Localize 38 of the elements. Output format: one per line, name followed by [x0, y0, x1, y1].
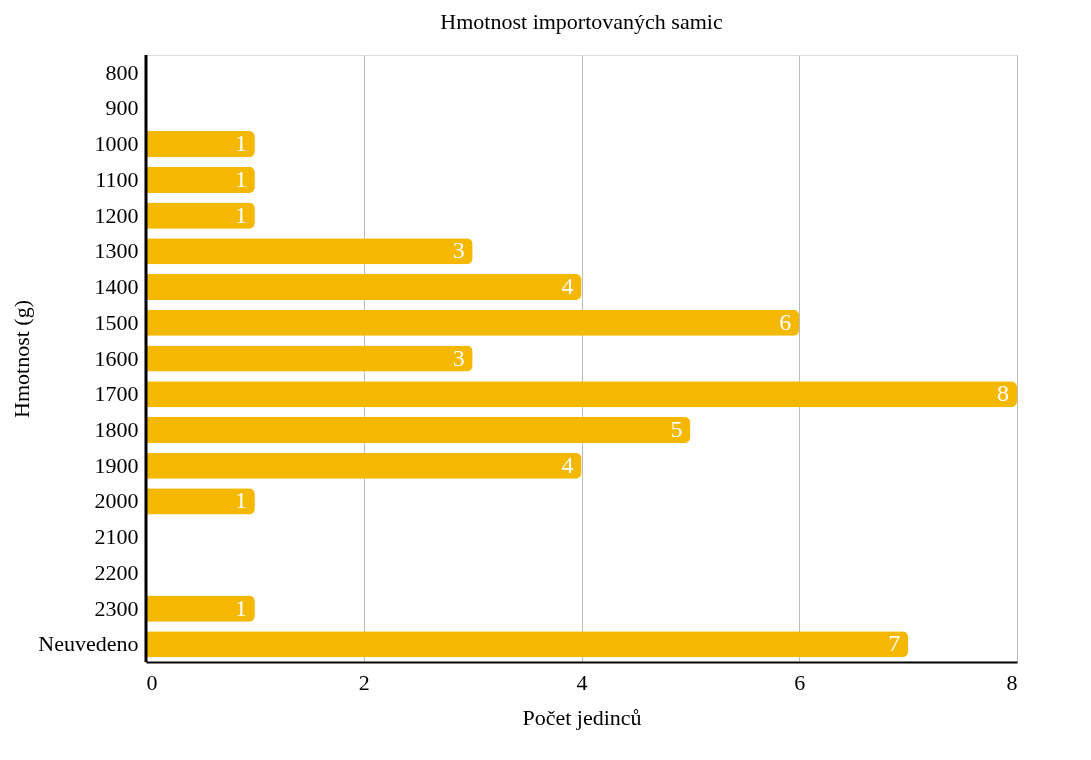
y-tick-label: 1200 [94, 202, 139, 228]
x-tick-label: 8 [1006, 669, 1018, 695]
data-label: 1 [234, 130, 247, 157]
data-label: 7 [888, 630, 901, 657]
y-tick-label: 2000 [94, 488, 139, 514]
y-tick-label: 1600 [94, 345, 139, 371]
data-label: 1 [234, 165, 247, 192]
y-tick-label: 1100 [95, 166, 139, 192]
y-tick-label: 2300 [94, 595, 139, 621]
data-label: 4 [561, 451, 574, 478]
y-tick-label: 1400 [94, 274, 139, 300]
data-label: 6 [779, 308, 792, 335]
data-label: 5 [670, 415, 683, 442]
data-label: 3 [452, 344, 465, 371]
x-tick-label: 6 [794, 669, 806, 695]
y-tick-label: 1900 [94, 452, 139, 478]
y-tick-label: 1500 [94, 309, 139, 335]
data-label: 1 [234, 487, 247, 514]
y-tick-label: 900 [105, 95, 139, 121]
y-axis-title: Hmotnost (g) [9, 300, 35, 418]
data-label: 1 [234, 594, 247, 621]
data-label: 3 [452, 237, 465, 264]
x-tick-label: 0 [146, 669, 158, 695]
y-tick-label: 2100 [94, 524, 139, 550]
y-tick-label: 2200 [94, 559, 139, 585]
x-tick-label: 4 [576, 669, 588, 695]
y-tick-label: Neuvedeno [38, 631, 139, 657]
data-label: 4 [561, 273, 574, 300]
y-tick-label: 1300 [94, 238, 139, 264]
data-label: 8 [997, 380, 1009, 407]
y-tick-label: 1800 [94, 416, 139, 442]
y-tick-label: 800 [105, 59, 139, 85]
data-label: 1 [234, 201, 247, 228]
x-axis-title: Počet jedinců [522, 704, 642, 730]
y-tick-label: 1000 [94, 131, 139, 157]
x-tick-label: 2 [358, 669, 370, 695]
chart-title: Hmotnost importovaných samic [440, 8, 723, 34]
y-tick-label: 1700 [94, 381, 139, 407]
